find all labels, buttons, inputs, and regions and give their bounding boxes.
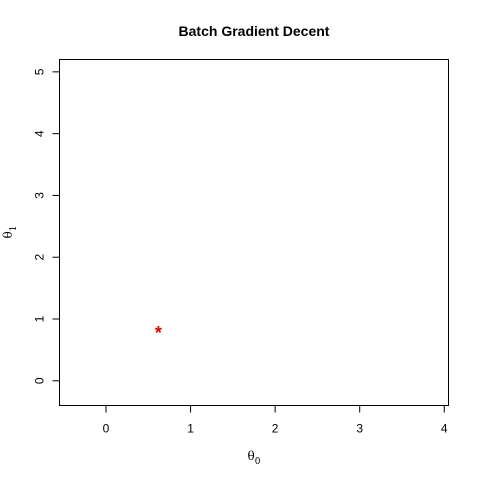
y-axis-label-base: θ [1,231,15,238]
x-axis-label: θ0 [248,449,261,467]
x-tick-label: 4 [441,422,448,436]
x-axis-label-base: θ [248,449,255,463]
data-point-star-marker: * [155,323,162,343]
y-axis: 0 1 2 3 4 5 [33,68,60,384]
data-points: * [155,323,162,343]
y-tick-label: 4 [33,130,47,137]
x-tick-label: 3 [356,422,363,436]
x-tick-label: 0 [103,422,110,436]
x-tick-label: 2 [272,422,279,436]
chart-title: Batch Gradient Decent [179,23,330,39]
y-axis-label: θ1 [1,226,19,239]
y-tick-label: 1 [33,315,47,322]
x-axis: 0 1 2 3 4 [103,405,448,436]
y-tick-label: 2 [33,254,47,261]
y-tick-label: 5 [33,68,47,75]
y-tick-label: 0 [33,377,47,384]
x-axis-label-subscript: 0 [255,457,261,467]
x-tick-label: 1 [187,422,194,436]
y-tick-label: 3 [33,192,47,199]
y-axis-label-subscript: 1 [9,226,19,232]
